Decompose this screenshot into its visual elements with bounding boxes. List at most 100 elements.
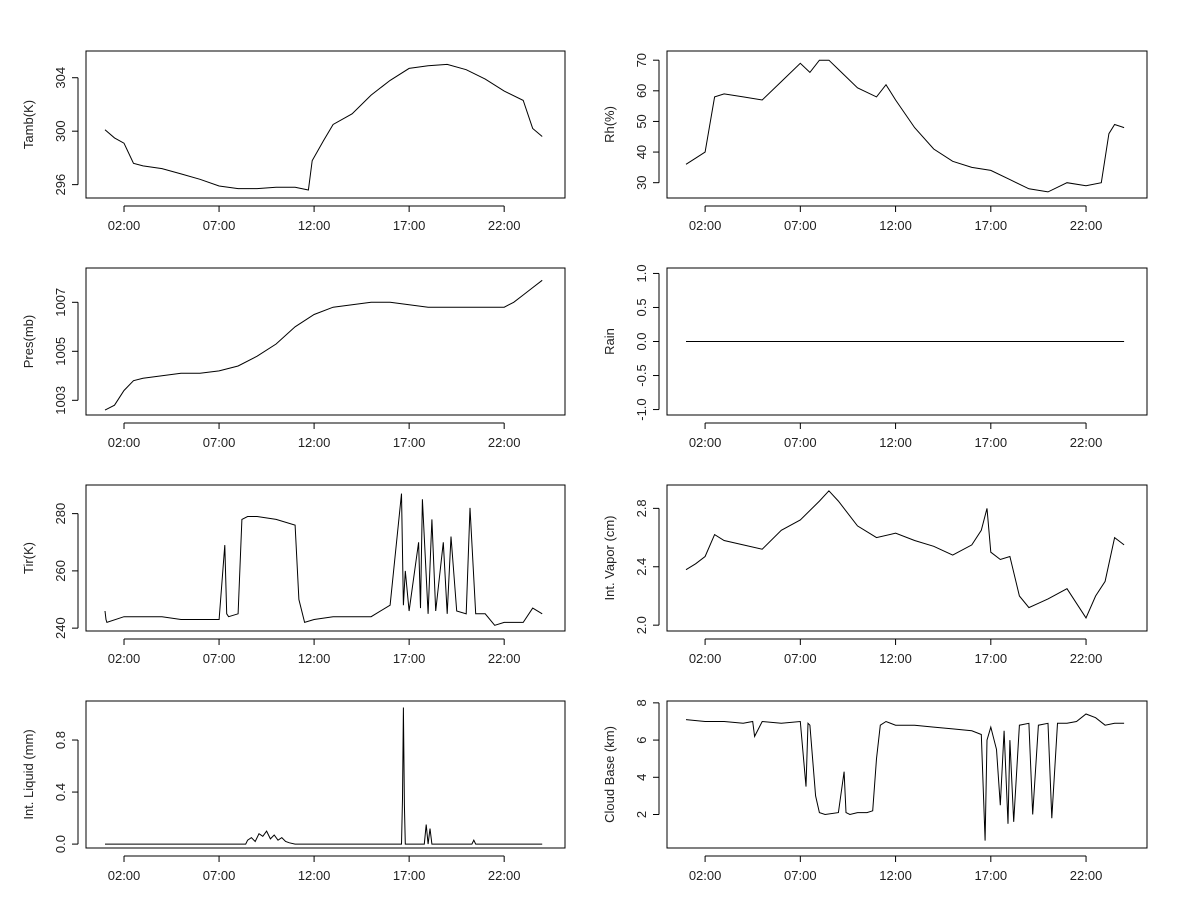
- x-tick-label: 02:00: [689, 651, 722, 666]
- plot-frame: [666, 267, 1148, 416]
- x-tick-label: 02:00: [108, 651, 141, 666]
- plot-frame: [666, 484, 1148, 632]
- y-tick-label: 260: [53, 560, 68, 582]
- y-tick-label: 70: [634, 53, 649, 67]
- y-axis-title: Int. Liquid (mm): [21, 729, 36, 819]
- x-tick-label: 12:00: [298, 868, 331, 883]
- x-tick-label: 17:00: [975, 218, 1008, 233]
- x-tick-label: 07:00: [203, 435, 236, 450]
- chart-panel-2: 02:00 07:00 12:00 17:00 22:00 30 40 50 60 70 Rh(%): [602, 50, 1148, 233]
- y-axis-title: Pres(mb): [21, 315, 36, 368]
- y-tick-label: 2.0: [634, 616, 649, 634]
- x-tick-label: 07:00: [203, 868, 236, 883]
- y-tick-label: 240: [53, 617, 68, 639]
- x-tick-label: 02:00: [108, 218, 141, 233]
- y-tick-label: 4: [634, 774, 649, 781]
- plot-frame: [85, 267, 566, 416]
- x-tick-label: 02:00: [689, 218, 722, 233]
- chart-panel-4: 02:00 07:00 12:00 17:00 22:00 -1.0 -0.5 0.0 0.5 1…: [602, 264, 1148, 450]
- series-line: [104, 279, 543, 411]
- plot-frame: [85, 50, 566, 199]
- x-tick-label: 17:00: [975, 868, 1008, 883]
- x-tick-label: 12:00: [298, 651, 331, 666]
- y-axis-title: Rh(%): [602, 106, 617, 143]
- x-tick-label: 07:00: [784, 435, 817, 450]
- y-tick-label: 0.0: [53, 835, 68, 853]
- y-axis-title: Rain: [602, 328, 617, 355]
- x-tick-label: 07:00: [784, 651, 817, 666]
- x-tick-label: 07:00: [784, 868, 817, 883]
- x-tick-label: 17:00: [393, 435, 426, 450]
- x-tick-label: 12:00: [879, 435, 912, 450]
- chart-panel-6: 02:00 07:00 12:00 17:00 22:00 2.0 2.4 2.8 Int. V…: [602, 484, 1148, 666]
- x-tick-label: 17:00: [393, 218, 426, 233]
- plot-frame: [85, 700, 566, 849]
- y-tick-label: -0.5: [634, 364, 649, 386]
- x-tick-label: 22:00: [1070, 651, 1103, 666]
- series-line: [685, 490, 1125, 619]
- x-tick-label: 22:00: [488, 868, 521, 883]
- y-tick-label: 40: [634, 145, 649, 159]
- series-line: [685, 713, 1125, 841]
- series-line: [685, 59, 1125, 193]
- chart-panel-1: 02:00 07:00 12:00 17:00 22:00 296 300 304 Tamb(K…: [21, 50, 566, 233]
- y-axis-title: Tamb(K): [21, 100, 36, 149]
- y-axis-title: Cloud Base (km): [602, 726, 617, 823]
- y-tick-label: 2: [634, 811, 649, 818]
- x-tick-label: 07:00: [784, 218, 817, 233]
- y-tick-label: 1007: [53, 288, 68, 317]
- series-line: [104, 493, 543, 626]
- x-tick-label: 12:00: [879, 218, 912, 233]
- y-tick-label: 0.5: [634, 298, 649, 316]
- y-tick-label: 0.8: [53, 731, 68, 749]
- x-tick-label: 07:00: [203, 218, 236, 233]
- y-tick-label: 6: [634, 736, 649, 743]
- x-tick-label: 12:00: [879, 651, 912, 666]
- series-line: [104, 63, 543, 191]
- y-tick-label: 1005: [53, 337, 68, 366]
- y-tick-label: 2.4: [634, 558, 649, 576]
- y-tick-label: 280: [53, 503, 68, 525]
- x-tick-label: 12:00: [879, 868, 912, 883]
- x-tick-label: 02:00: [689, 868, 722, 883]
- y-tick-label: 0.0: [634, 332, 649, 350]
- x-tick-label: 22:00: [1070, 435, 1103, 450]
- x-tick-label: 17:00: [393, 651, 426, 666]
- y-axis-title: Tir(K): [21, 542, 36, 574]
- x-tick-label: 22:00: [1070, 218, 1103, 233]
- y-tick-label: 30: [634, 175, 649, 189]
- y-tick-label: 1003: [53, 386, 68, 415]
- x-tick-label: 02:00: [108, 435, 141, 450]
- x-tick-label: 07:00: [203, 651, 236, 666]
- x-tick-label: 17:00: [393, 868, 426, 883]
- x-tick-label: 17:00: [975, 651, 1008, 666]
- x-tick-label: 22:00: [488, 218, 521, 233]
- y-tick-label: 60: [634, 84, 649, 98]
- x-tick-label: 02:00: [108, 868, 141, 883]
- chart-panel-3: 02:00 07:00 12:00 17:00 22:00 1003 1005 1007 Pre…: [21, 267, 566, 450]
- y-tick-label: 8: [634, 699, 649, 706]
- plot-frame: [666, 700, 1148, 849]
- x-tick-label: 22:00: [488, 435, 521, 450]
- x-tick-label: 12:00: [298, 435, 331, 450]
- y-tick-label: 300: [53, 120, 68, 142]
- y-tick-label: 50: [634, 114, 649, 128]
- chart-panel-8: 02:00 07:00 12:00 17:00 22:00 2 4 6 8 Cloud Base …: [602, 699, 1148, 883]
- y-tick-label: 304: [53, 67, 68, 89]
- plot-frame: [85, 484, 566, 632]
- y-tick-label: 2.8: [634, 499, 649, 517]
- x-tick-label: 22:00: [488, 651, 521, 666]
- x-tick-label: 02:00: [689, 435, 722, 450]
- x-tick-label: 12:00: [298, 218, 331, 233]
- plot-frame: [666, 50, 1148, 199]
- y-tick-label: -1.0: [634, 398, 649, 420]
- x-tick-label: 17:00: [975, 435, 1008, 450]
- y-tick-label: 0.4: [53, 783, 68, 801]
- chart-panel-7: 02:00 07:00 12:00 17:00 22:00 0.0 0.4 0.8 Int. L…: [21, 700, 566, 883]
- chart-panel-5: 02:00 07:00 12:00 17:00 22:00 240 260 280 Tir(K): [21, 484, 566, 666]
- y-tick-label: 1.0: [634, 264, 649, 282]
- y-tick-label: 296: [53, 174, 68, 196]
- x-tick-label: 22:00: [1070, 868, 1103, 883]
